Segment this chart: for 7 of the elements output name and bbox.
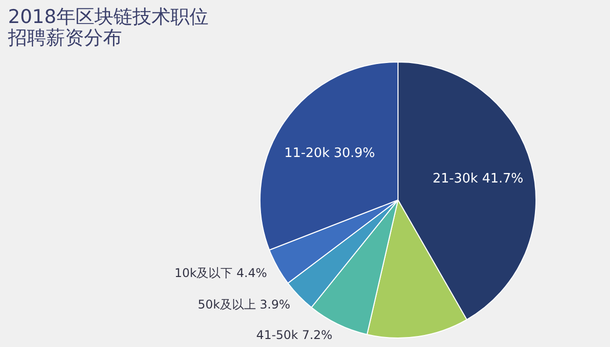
- text: 招聘薪资分布: [8, 27, 122, 49]
- slice-label: 41-50k 7.2%: [256, 328, 332, 342]
- slice-label: 11-20k 30.9%: [284, 146, 376, 162]
- slice-label: 50k及以上 3.9%: [198, 297, 290, 312]
- text: 2018年区块链技术职位: [8, 6, 208, 28]
- slice-label: 10k及以下 4.4%: [174, 266, 268, 280]
- slice-label: 21-30k 41.7%: [432, 172, 524, 187]
